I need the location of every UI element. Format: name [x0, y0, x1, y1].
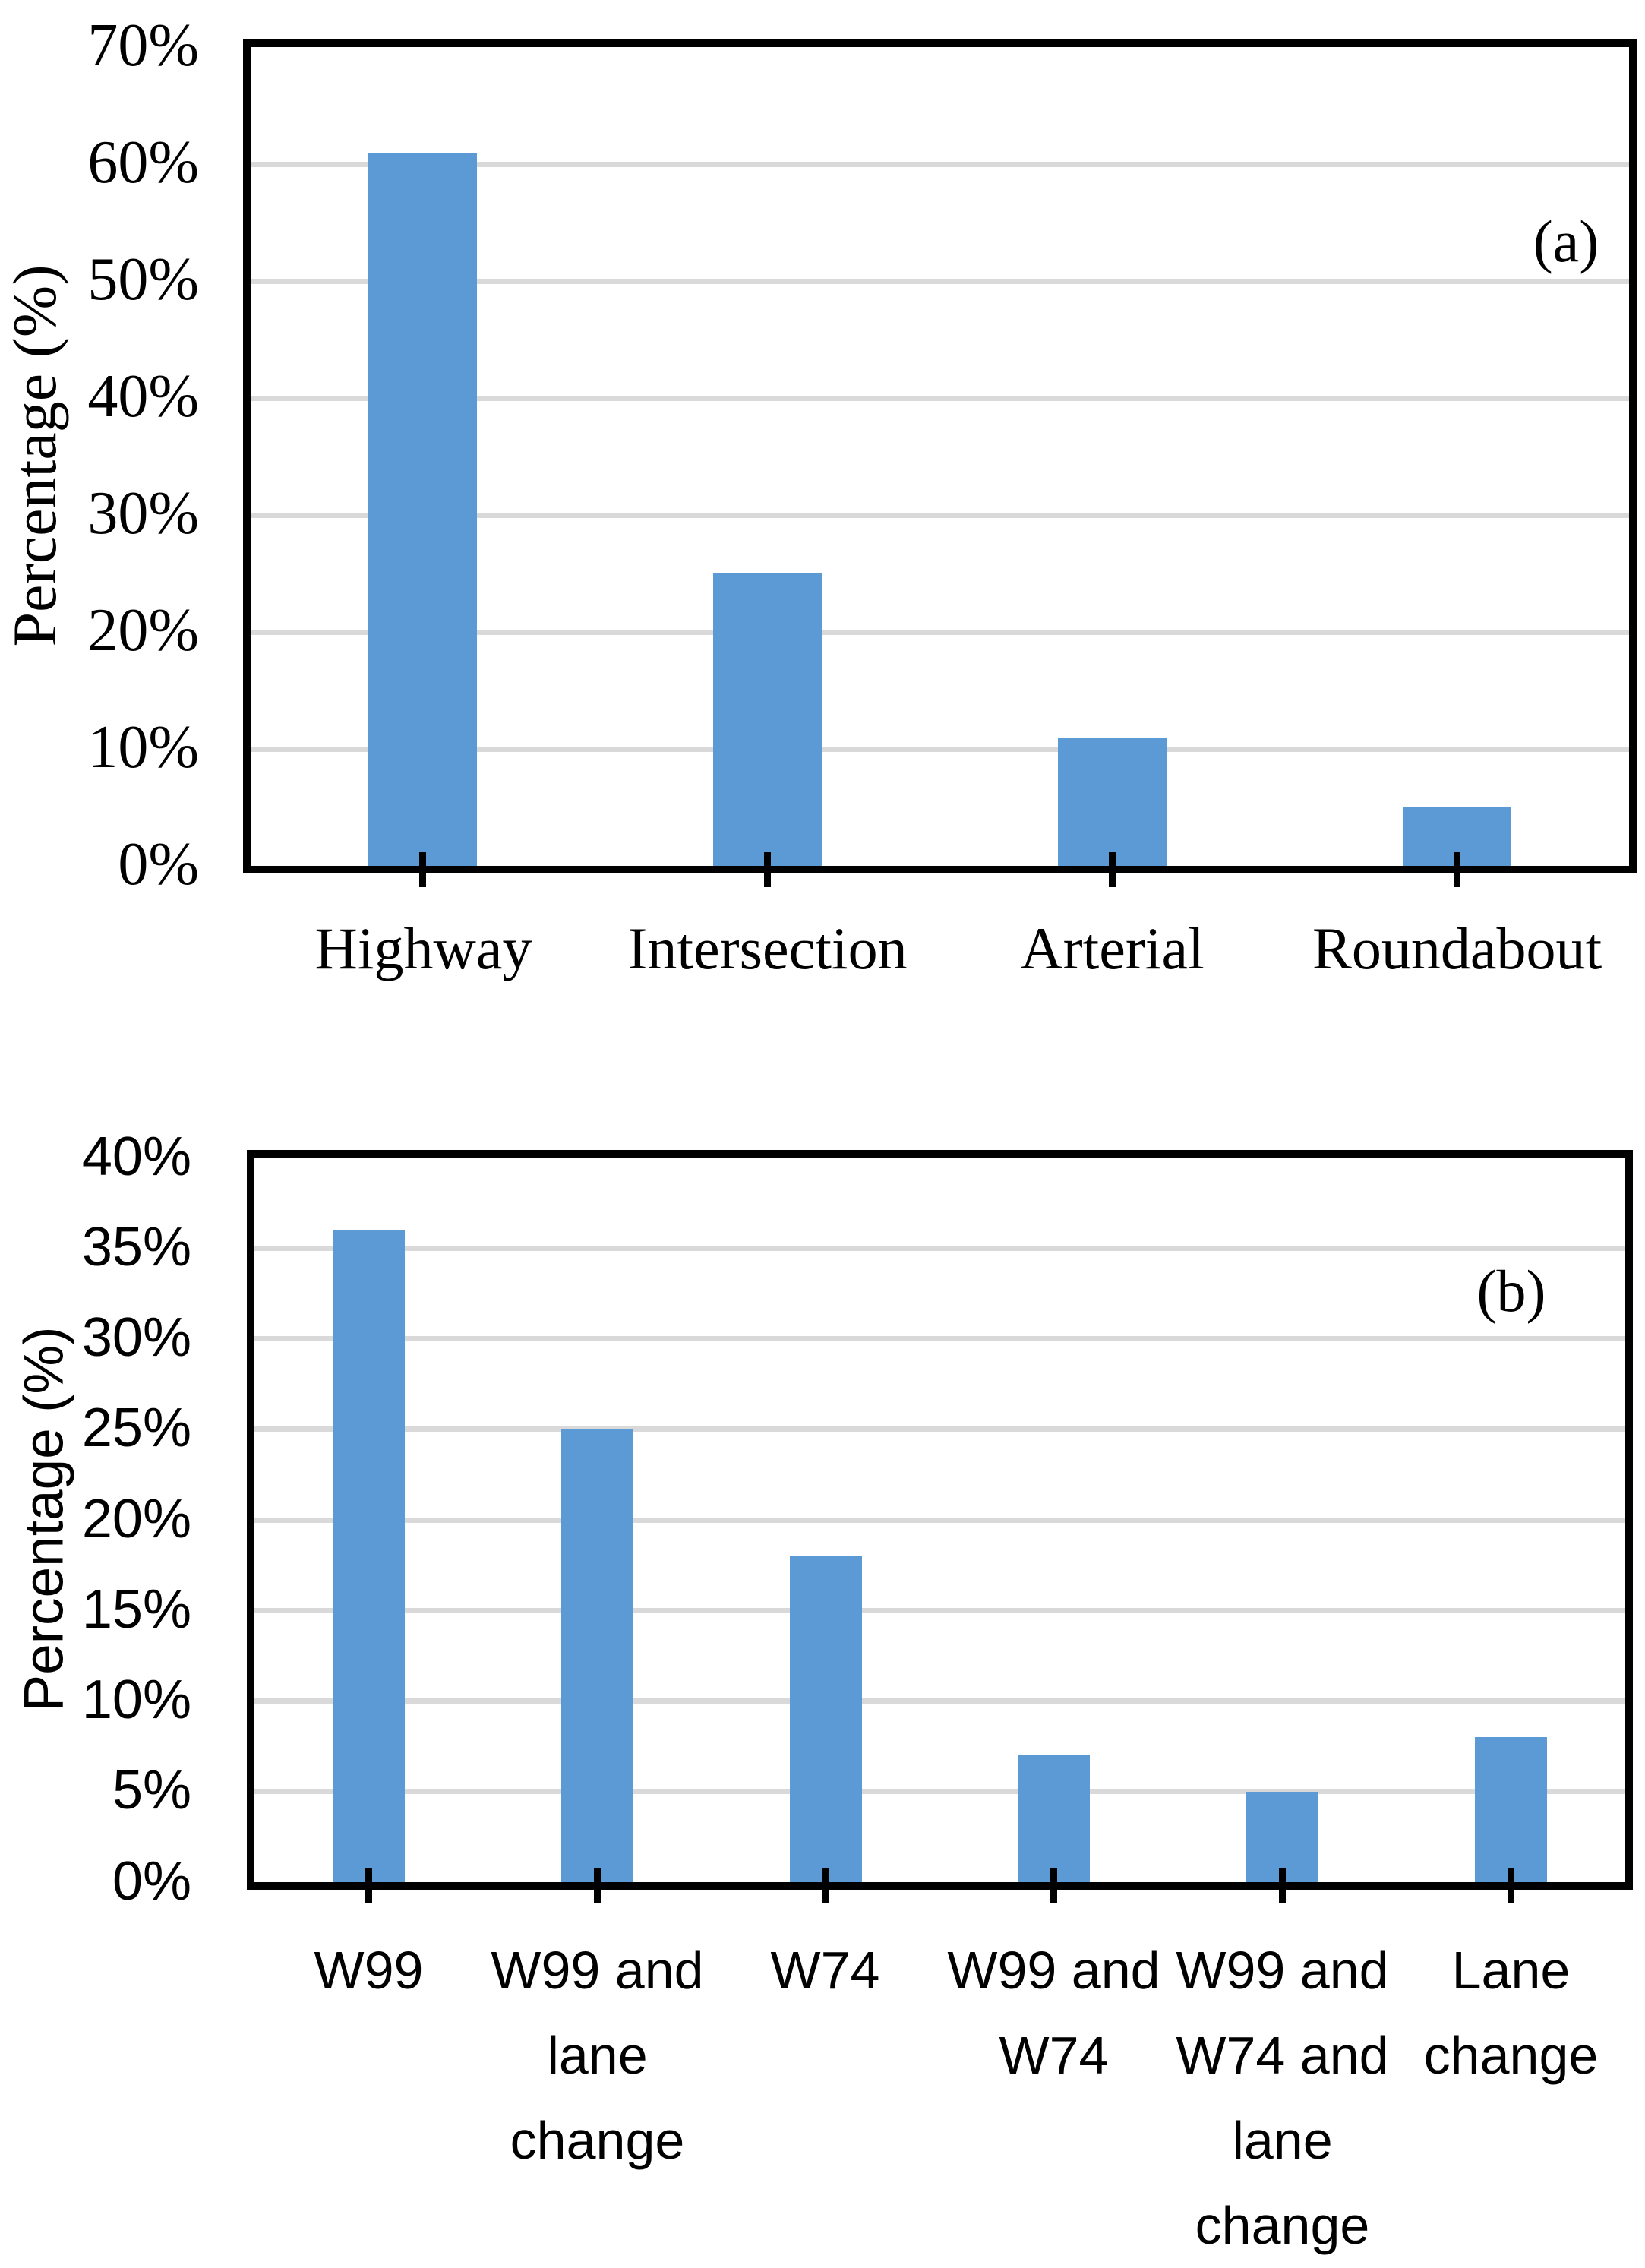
category-label-line: change [510, 2111, 685, 2170]
y-tick-label-15: 15% [81, 1578, 191, 1640]
gridline-40 [251, 395, 1629, 401]
category-label-intersection: Intersection [509, 910, 1026, 987]
bar-w99-and-w74 [1018, 1755, 1090, 1882]
y-tick-label-35: 35% [81, 1216, 191, 1278]
category-label-lane-change: Lane change [1340, 1928, 1645, 2098]
category-label-line: W74 [770, 1941, 880, 2000]
category-label-line: Highway [314, 915, 532, 981]
y-axis-title: Percentage (%) [0, 264, 69, 647]
gridline-30 [251, 512, 1629, 518]
gridline-20 [254, 1517, 1625, 1523]
gridline-60 [251, 161, 1629, 167]
bar-w99-and-lane-change [561, 1429, 633, 1882]
x-tick-w99-and-lane-change [594, 1868, 601, 1903]
x-tick-roundabout [1454, 852, 1460, 887]
category-label-w99: W99 [197, 1928, 540, 2013]
y-axis-title: Percentage (%) [13, 1326, 75, 1712]
panel-annotation-a: (a) [1533, 208, 1599, 274]
y-tick-label-20: 20% [81, 1488, 191, 1549]
y-tick-label-50: 50% [87, 246, 199, 314]
category-label-line: W99 and [947, 1941, 1160, 2000]
category-label-line: Intersection [627, 915, 908, 981]
category-label-line: W74 [999, 2026, 1109, 2085]
x-tick-w99-and-w74 [1050, 1868, 1057, 1903]
category-label-line: change [1195, 2196, 1370, 2255]
category-label-line: lane [547, 2026, 648, 2085]
bar-w99-and-w74-and-lane-change [1246, 1792, 1318, 1882]
y-tick-label-60: 60% [87, 129, 199, 197]
bar-intersection [713, 573, 822, 866]
y-tick-label-40: 40% [87, 363, 199, 431]
y-tick-label-0: 0% [112, 1850, 191, 1912]
x-tick-w74 [822, 1868, 829, 1903]
category-label-line: W74 and [1176, 2026, 1389, 2085]
gridline-50 [251, 278, 1629, 284]
category-label-line: Roundabout [1312, 915, 1602, 981]
category-label-line: lane [1232, 2111, 1333, 2170]
y-tick-label-5: 5% [112, 1760, 191, 1821]
x-tick-w99-and-w74-and-lane-change [1279, 1868, 1286, 1903]
gridline-10 [251, 746, 1629, 752]
category-label-line: Arterial [1020, 915, 1205, 981]
y-tick-label-30: 30% [87, 480, 199, 548]
category-label-w99-and-lane-change: W99 and lane change [426, 1928, 769, 2183]
x-tick-lane-change [1508, 1868, 1514, 1903]
x-tick-highway [419, 852, 426, 887]
category-label-line: Lane [1451, 1941, 1571, 2000]
category-label-arterial: Arterial [854, 910, 1371, 987]
category-label-line: W99 and [1176, 1941, 1389, 2000]
category-label-line: W99 and [491, 1941, 704, 2000]
y-tick-label-25: 25% [81, 1398, 191, 1459]
gridline-5 [254, 1789, 1625, 1795]
gridline-20 [251, 629, 1629, 635]
y-tick-label-10: 10% [81, 1669, 191, 1731]
bar-arterial [1058, 738, 1167, 866]
figure-canvas: Percentage (%) 0% 10% 20% 30% 40% 50% 60% 70% Hig… [0, 12, 1645, 2255]
category-label-line: W99 [314, 1941, 424, 2000]
y-tick-label-30: 30% [81, 1307, 191, 1369]
bar-lane-change [1475, 1737, 1547, 1882]
category-label-roundabout: Roundabout [1198, 910, 1645, 987]
gridline-15 [254, 1607, 1625, 1613]
bar-w99 [333, 1230, 405, 1882]
y-tick-label-10: 10% [87, 714, 199, 782]
category-label-w74: W74 [654, 1928, 996, 2013]
bar-w74 [790, 1556, 862, 1882]
gridline-10 [254, 1698, 1625, 1704]
y-tick-label-0: 0% [118, 831, 199, 899]
panel-annotation-b: (b) [1476, 1258, 1546, 1324]
gridline-30 [254, 1336, 1625, 1341]
y-tick-label-40: 40% [81, 1126, 191, 1187]
y-tick-label-20: 20% [87, 597, 199, 665]
x-tick-w99 [365, 1868, 372, 1903]
category-label-highway: Highway [165, 910, 682, 987]
category-label-w99-and-w74: W99 and W74 [882, 1928, 1225, 2098]
gridline-35 [254, 1245, 1625, 1251]
plot-area [247, 1150, 1633, 1890]
x-tick-intersection [764, 852, 771, 887]
category-label-line: change [1423, 2026, 1599, 2085]
y-tick-label-70: 70% [87, 12, 199, 80]
gridline-25 [254, 1426, 1625, 1433]
x-tick-arterial [1109, 852, 1116, 887]
bar-highway [368, 153, 477, 866]
